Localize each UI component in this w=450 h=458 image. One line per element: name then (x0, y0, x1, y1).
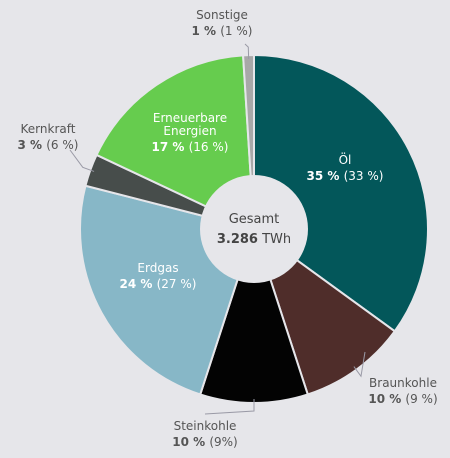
pie-slice-0 (253, 53, 429, 333)
slice-name-5: Energien (163, 124, 216, 138)
slice-percent-5: 17 % (152, 140, 189, 154)
slice-prev-percent-5: (16 %) (189, 140, 229, 154)
slice-percent-0: 35 % (307, 169, 344, 183)
slice-prev-percent-1: (9 %) (405, 392, 437, 406)
slice-name-2: Steinkohle (174, 419, 237, 433)
slice-prev-percent-3: (27 %) (157, 277, 197, 291)
leader-line-2 (204, 399, 255, 415)
slice-label-5: Erneuerbare Energien 17 % (16 %) (152, 111, 229, 154)
slice-name-6: Sonstige (196, 8, 248, 22)
pie-slice-5 (95, 54, 256, 231)
center-total-unit: TWh (258, 232, 291, 247)
slice-label-1: Braunkohle 10 % (9 %) (368, 376, 437, 406)
slice-percent-3: 24 % (120, 277, 157, 291)
slice-label-0: Öl 35 % (33 %) (307, 151, 384, 183)
center-total: 3.286 TWh (217, 232, 291, 247)
slice-prev-percent-4: (6 %) (46, 138, 78, 152)
slice-name-1: Braunkohle (369, 376, 437, 390)
slice-percent-4: 3 % (18, 138, 47, 152)
slice-name-0: Öl (339, 151, 352, 167)
center-title: Gesamt (229, 212, 280, 227)
slice-prev-percent-0: (33 %) (344, 169, 384, 183)
slice-name-5: Erneuerbare (153, 111, 227, 125)
slice-percent-1: 10 % (368, 392, 405, 406)
center-total-value: 3.286 (217, 232, 258, 247)
leader-line-1 (353, 351, 366, 378)
slice-label-6: Sonstige 1 % (1 %) (192, 8, 253, 38)
donut-hole (200, 175, 308, 283)
slice-prev-percent-2: (9%) (209, 435, 237, 449)
leader-line-4 (69, 149, 95, 172)
slice-label-2: Steinkohle 10 % (9%) (172, 419, 237, 449)
slice-percent-6: 1 % (192, 24, 221, 38)
slice-label-4: Kernkraft 3 % (6 %) (18, 122, 79, 152)
slice-name-4: Kernkraft (21, 122, 76, 136)
slice-percent-2: 10 % (172, 435, 209, 449)
slice-prev-percent-6: (1 %) (220, 24, 252, 38)
slice-name-3: Erdgas (137, 261, 178, 275)
slice-label-3: Erdgas 24 % (27 %) (120, 261, 197, 291)
leader-line-6 (244, 43, 250, 60)
